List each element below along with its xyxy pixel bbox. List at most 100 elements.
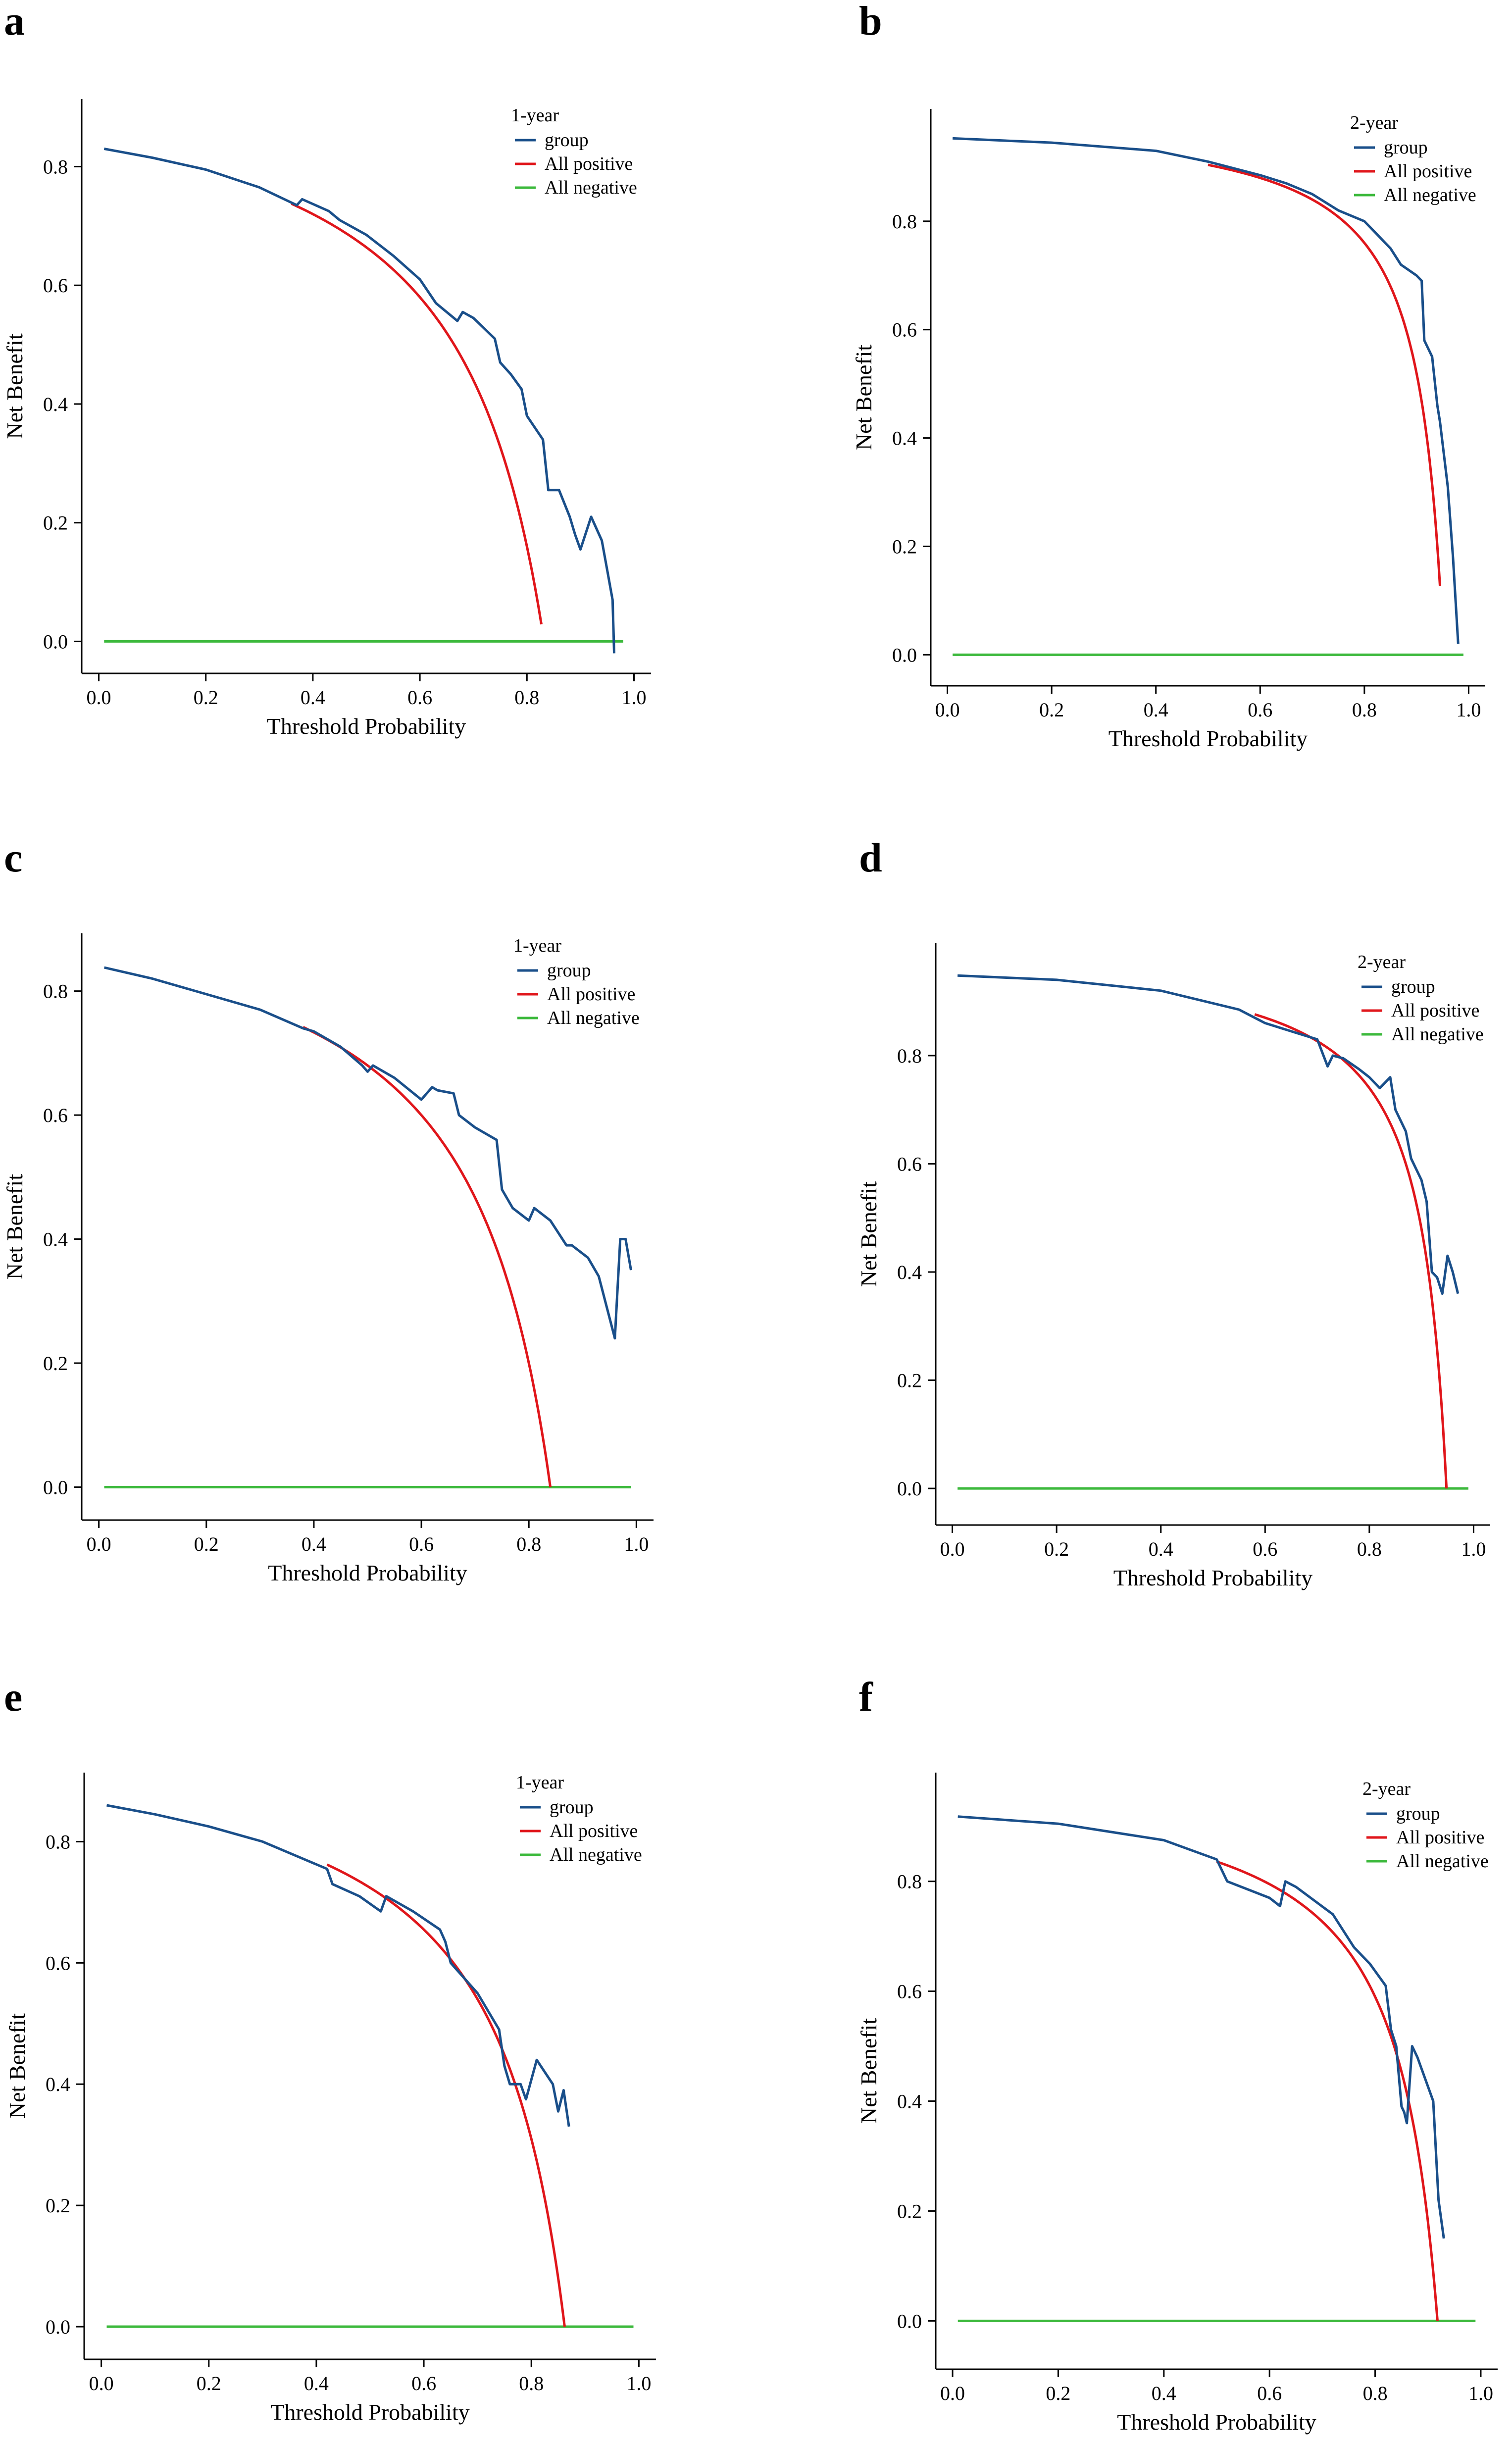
panel-letter-b: b bbox=[859, 0, 882, 44]
panel-b: b 0.0 0.2 0.4 0.6 0.8 1.0 0.0 0.2 0.4 0.6 0.8 Thresh… bbox=[851, 0, 1485, 751]
x-tick-label: 0.0 bbox=[940, 1538, 965, 1560]
panel-letter-c: c bbox=[4, 835, 22, 881]
y-axis-title: Net Benefit bbox=[2, 1174, 27, 1280]
legend-all-positive-label: All positive bbox=[547, 984, 635, 1005]
y-tick-label: 0.6 bbox=[43, 1104, 68, 1126]
legend-all-negative-label: All negative bbox=[550, 1844, 642, 1865]
legend-title: 2-year bbox=[1358, 952, 1406, 972]
y-tick-label: 0.0 bbox=[43, 630, 68, 653]
x-tick-label: 0.0 bbox=[87, 686, 111, 709]
x-tick-label: 0.2 bbox=[1044, 1538, 1069, 1560]
x-axis-title: Threshold Probability bbox=[270, 2399, 469, 2425]
y-tick-label: 0.2 bbox=[897, 1370, 922, 1392]
panel-letter-a: a bbox=[4, 0, 25, 44]
legend-all-positive-label: All positive bbox=[1391, 1000, 1479, 1021]
legend-all-negative-label: All negative bbox=[1396, 1851, 1489, 1872]
y-tick-label: 0.6 bbox=[46, 1952, 70, 1974]
x-tick-label: 1.0 bbox=[622, 686, 647, 709]
panel-letter-d: d bbox=[859, 835, 882, 881]
x-tick-label: 0.8 bbox=[514, 686, 539, 709]
x-tick-label: 0.8 bbox=[1352, 699, 1377, 721]
x-tick-label: 0.2 bbox=[194, 1533, 219, 1555]
x-tick-label: 0.6 bbox=[1257, 2382, 1282, 2404]
legend-title: 1-year bbox=[511, 105, 559, 126]
x-tick-label: 0.6 bbox=[411, 2372, 436, 2394]
legend-all-positive-label: All positive bbox=[550, 1821, 638, 1841]
y-tick-label: 0.4 bbox=[46, 2073, 70, 2095]
all-positive-line bbox=[326, 1863, 566, 2327]
x-tick-label: 0.6 bbox=[409, 1533, 434, 1555]
legend-group-label: group bbox=[1391, 976, 1435, 997]
panel-e: e 0.0 0.2 0.4 0.6 0.8 1.0 0.0 0.2 0.4 0.6 0.8 Thresh… bbox=[4, 1674, 656, 2425]
all-positive-line bbox=[302, 1026, 552, 1487]
y-tick-label: 0.6 bbox=[897, 1981, 922, 2003]
y-tick-label: 0.6 bbox=[43, 274, 68, 297]
y-tick-label: 0.8 bbox=[897, 1045, 922, 1067]
y-tick-label: 0.0 bbox=[897, 1477, 922, 1500]
all-positive-line bbox=[1208, 163, 1441, 586]
group-line bbox=[952, 137, 1460, 644]
group-line bbox=[958, 1815, 1445, 2239]
x-tick-label: 0.6 bbox=[1253, 1538, 1277, 1560]
x-tick-label: 0.2 bbox=[1039, 699, 1064, 721]
x-tick-label: 0.4 bbox=[1149, 1538, 1173, 1560]
group-line bbox=[957, 974, 1460, 1295]
panel-letter-f: f bbox=[859, 1674, 873, 1720]
legend-all-positive-label: All positive bbox=[1396, 1827, 1484, 1848]
x-axis-title: Threshold Probability bbox=[268, 1560, 467, 1585]
x-tick-label: 1.0 bbox=[1461, 1538, 1486, 1560]
y-tick-label: 0.2 bbox=[892, 535, 917, 558]
x-tick-label: 0.0 bbox=[935, 699, 960, 721]
panel-f: f 0.0 0.2 0.4 0.6 0.8 1.0 0.0 0.2 0.4 0.6 0.8 Thresh… bbox=[856, 1674, 1498, 2435]
legend-all-negative-label: All negative bbox=[1391, 1024, 1484, 1045]
x-tick-label: 1.0 bbox=[1456, 699, 1481, 721]
group-line bbox=[106, 1804, 570, 2127]
legend-title: 1-year bbox=[513, 935, 561, 956]
x-tick-label: 0.4 bbox=[302, 1533, 326, 1555]
y-tick-label: 0.0 bbox=[897, 2310, 922, 2332]
group-line bbox=[103, 966, 632, 1340]
x-tick-label: 0.0 bbox=[940, 2382, 965, 2404]
x-tick-label: 0.6 bbox=[407, 686, 432, 709]
panel-a: a 0.0 0.2 0.4 0.6 0.8 1.0 0.0 0.2 0.4 0.6 0.8 Thresh… bbox=[2, 0, 651, 739]
x-tick-label: 0.6 bbox=[1248, 699, 1272, 721]
panel-c: c 0.0 0.2 0.4 0.6 0.8 1.0 0.0 0.2 0.4 0.6 0.8 Thresh… bbox=[2, 835, 654, 1585]
all-positive-line bbox=[1254, 1013, 1448, 1489]
y-tick-label: 0.8 bbox=[897, 1871, 922, 1893]
legend-all-positive-label: All positive bbox=[1384, 161, 1472, 182]
legend-group-label: group bbox=[547, 960, 591, 981]
y-axis-title: Net Benefit bbox=[856, 2018, 881, 2124]
y-axis-title: Net Benefit bbox=[856, 1181, 881, 1287]
x-tick-label: 1.0 bbox=[1468, 2382, 1493, 2404]
y-tick-label: 0.8 bbox=[43, 980, 68, 1003]
legend-title: 2-year bbox=[1362, 1779, 1411, 1799]
x-tick-label: 0.2 bbox=[197, 2372, 221, 2394]
legend-all-negative-label: All negative bbox=[547, 1008, 640, 1028]
y-axis-title: Net Benefit bbox=[2, 333, 27, 439]
x-tick-label: 1.0 bbox=[626, 2372, 651, 2394]
y-tick-label: 0.4 bbox=[892, 427, 917, 450]
y-tick-label: 0.8 bbox=[892, 210, 917, 233]
x-tick-label: 0.8 bbox=[1357, 1538, 1382, 1560]
legend-all-negative-label: All negative bbox=[1384, 185, 1476, 205]
x-axis-title: Threshold Probability bbox=[1113, 1565, 1312, 1590]
x-tick-label: 0.8 bbox=[1363, 2382, 1388, 2404]
legend-all-positive-label: All positive bbox=[545, 153, 633, 174]
y-tick-label: 0.4 bbox=[897, 1261, 922, 1283]
y-tick-label: 0.2 bbox=[43, 512, 68, 534]
panel-letter-e: e bbox=[4, 1674, 22, 1720]
legend-group-label: group bbox=[1396, 1803, 1440, 1824]
x-tick-label: 0.0 bbox=[87, 1533, 111, 1555]
x-tick-label: 0.8 bbox=[519, 2372, 544, 2394]
x-tick-label: 0.4 bbox=[1152, 2382, 1176, 2404]
legend-title: 1-year bbox=[516, 1772, 564, 1793]
x-axis-title: Threshold Probability bbox=[267, 713, 466, 739]
x-tick-label: 0.2 bbox=[1046, 2382, 1070, 2404]
y-tick-label: 0.0 bbox=[46, 2316, 70, 2338]
x-tick-label: 0.4 bbox=[1144, 699, 1168, 721]
y-tick-label: 0.8 bbox=[46, 1831, 70, 1853]
y-tick-label: 0.4 bbox=[43, 1228, 68, 1251]
y-tick-label: 0.4 bbox=[43, 393, 68, 415]
all-positive-line bbox=[291, 203, 543, 625]
